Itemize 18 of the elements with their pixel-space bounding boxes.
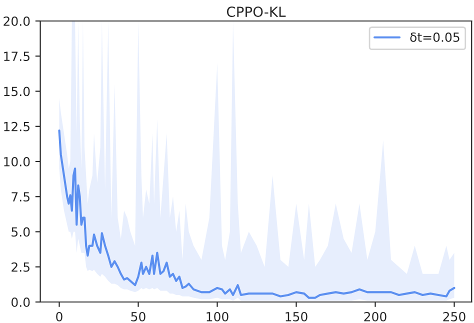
y-tick-label: 2.5 bbox=[12, 262, 30, 272]
x-tick-label: 100 bbox=[206, 312, 228, 322]
y-tick-label: 15.0 bbox=[4, 86, 30, 96]
y-tick-label: 5.0 bbox=[12, 227, 30, 237]
legend-label: δt=0.05 bbox=[410, 32, 460, 42]
x-tick-label: 200 bbox=[364, 312, 386, 322]
x-tick-label: 0 bbox=[56, 312, 62, 322]
y-tick-label: 10.0 bbox=[4, 156, 30, 166]
line-series bbox=[58, 130, 456, 299]
y-tick-label: 7.5 bbox=[12, 192, 30, 202]
y-tick-label: 20.0 bbox=[4, 16, 30, 26]
x-tick-label: 50 bbox=[131, 312, 146, 322]
y-tick-label: 17.5 bbox=[4, 52, 30, 62]
y-tick-label: 12.5 bbox=[4, 122, 30, 132]
x-tick-label: 150 bbox=[286, 312, 308, 322]
y-tick-label: 0.0 bbox=[12, 297, 30, 307]
chart-title: CPPO-KL bbox=[226, 6, 286, 18]
x-tick-label: 250 bbox=[443, 312, 466, 322]
